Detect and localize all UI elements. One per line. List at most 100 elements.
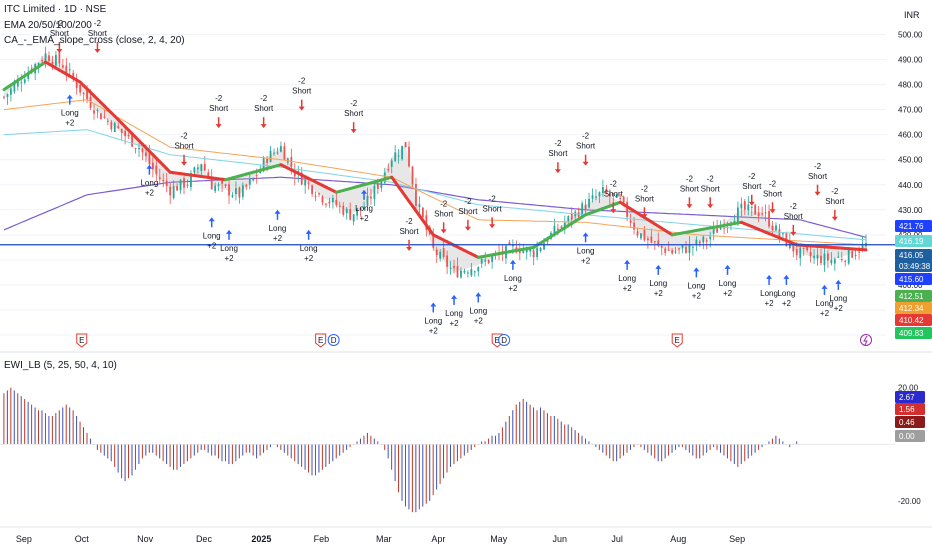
candle: [546, 239, 549, 242]
oscillator-bar: [602, 444, 604, 453]
ema-legend[interactable]: EMA 20/50/100/200: [4, 20, 92, 31]
oscillator-legend[interactable]: EWI_LB (5, 25, 50, 4, 10): [4, 360, 117, 371]
candle: [622, 196, 625, 203]
price-tag-label: 03:49:38: [899, 262, 931, 271]
symbol-title[interactable]: ITC Limited · 1D · NSE: [4, 4, 107, 15]
candle: [176, 186, 178, 191]
price-tags-layer: 421.76 416.19 416.05 03:49:38 415.60 412.51 41…: [895, 220, 932, 442]
oscillator-bar: [688, 444, 690, 453]
oscillator-bar: [159, 444, 161, 459]
oscillator-bar: [605, 444, 607, 456]
oscillator-bar: [48, 415, 50, 445]
candle: [48, 55, 50, 62]
oscillator-bar: [581, 435, 583, 445]
candle: [411, 166, 414, 185]
candle: [560, 226, 563, 228]
time-tick-label: Dec: [196, 534, 213, 544]
candle: [456, 266, 459, 278]
short-arrow-icon: [686, 204, 693, 209]
candle: [200, 164, 203, 171]
ema-lines-layer: [0, 60, 895, 259]
long-signal-label: Long: [300, 244, 318, 253]
oscillator-bar: [294, 444, 296, 462]
oscillator-bar: [629, 444, 631, 450]
event-letter: E: [675, 336, 680, 345]
short-signal-label: Short: [763, 189, 783, 198]
oscillator-bar: [446, 444, 448, 473]
long-signal-label: +2: [304, 254, 314, 263]
short-signal-label: Short: [88, 29, 108, 38]
long-signal-label: Long: [220, 244, 238, 253]
candle: [567, 216, 570, 222]
short-signal-label: Short: [680, 184, 700, 193]
oscillator-bar: [370, 435, 372, 445]
oscillator-bar: [17, 393, 19, 445]
candle: [747, 204, 750, 211]
price-tag: [895, 327, 932, 339]
oscillator-bar: [259, 444, 261, 456]
price-tag: [895, 249, 932, 261]
candle: [563, 222, 566, 228]
oscillator-bar: [89, 438, 91, 445]
candle: [376, 183, 379, 189]
oscillator-bar: [515, 404, 517, 445]
oscillator-bar: [280, 444, 282, 450]
oscillator-bar: [533, 407, 535, 445]
oscillator-bar: [488, 438, 490, 445]
strategy-legend[interactable]: CA_-_EMA_slope_cross (close, 2, 4, 20): [4, 35, 185, 46]
oscillator-bar: [758, 444, 760, 450]
candle: [131, 132, 133, 147]
candle: [86, 90, 88, 100]
price-tag: [895, 220, 932, 232]
candle: [636, 231, 639, 236]
oscillator-bar: [51, 415, 53, 445]
oscillator-bar: [616, 444, 618, 462]
short-arrow-icon: [94, 49, 101, 54]
axes-layer: 380.00390.00400.00410.00420.00430.00440.…: [16, 31, 923, 544]
oscillator-bar: [768, 441, 770, 445]
oscillator-bar: [588, 441, 590, 445]
candle: [151, 162, 154, 170]
candle: [276, 152, 279, 154]
candle: [352, 214, 355, 222]
oscillator-bar: [664, 444, 666, 459]
candle: [331, 198, 334, 203]
short-signal-label: -2: [769, 179, 777, 188]
long-signal-label: Long: [760, 289, 778, 298]
oscillator-bar: [69, 407, 71, 445]
short-signal-label: -2: [748, 172, 756, 181]
oscillator-bar: [238, 444, 240, 459]
candle: [480, 258, 483, 264]
candle: [252, 178, 255, 181]
short-signal-label: Short: [209, 104, 229, 113]
oscillator-bar: [716, 444, 718, 450]
osc-tag: [895, 391, 925, 403]
short-signal-label: -2: [790, 202, 798, 211]
long-signal-label: +2: [145, 189, 155, 198]
oscillator-bar: [79, 421, 81, 445]
candle: [692, 246, 694, 248]
long-signal-label: +2: [359, 214, 369, 223]
time-tick-label: 2025: [251, 534, 271, 544]
candle: [387, 168, 390, 171]
candle: [782, 233, 784, 235]
time-tick-label: Aug: [670, 534, 686, 544]
oscillator-bar: [747, 444, 749, 459]
price-tick-label: 490.00: [898, 56, 923, 65]
event-letter: D: [501, 336, 507, 345]
candle: [518, 249, 521, 254]
long-arrow-icon: [451, 294, 458, 299]
short-arrow-icon: [554, 169, 561, 174]
oscillator-bar: [173, 444, 175, 470]
long-arrow-icon: [146, 164, 153, 169]
candle: [186, 184, 189, 186]
oscillator-bar: [339, 444, 341, 456]
candle: [138, 147, 140, 150]
oscillator-bar: [224, 444, 226, 462]
candle: [162, 180, 165, 182]
dividend-icon: [498, 334, 511, 346]
ema-200-layer: [3, 176, 867, 238]
candle: [415, 184, 417, 206]
oscillator-bar: [730, 444, 732, 462]
